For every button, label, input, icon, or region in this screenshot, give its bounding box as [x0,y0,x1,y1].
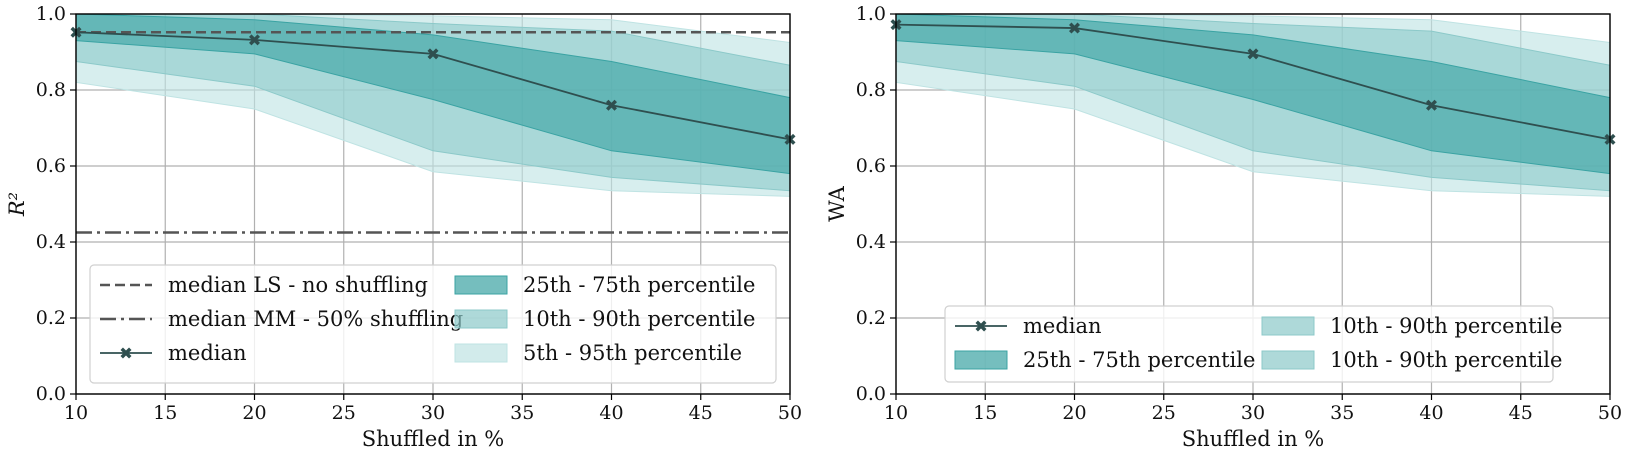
y-axis-label: R² [5,192,29,217]
median-point [1069,22,1080,34]
legend-entry-label: median [168,341,247,365]
legend-entry-label: 10th - 90th percentile [1330,348,1562,372]
y-tick-label: 0.4 [36,231,66,253]
legend-swatch-band [454,343,508,363]
band-25th-area [76,14,790,175]
x-tick-label: 50 [778,402,802,424]
x-tick-label: 35 [510,402,534,424]
y-tick-label: 0.6 [856,155,886,177]
x-tick-label: 30 [1241,402,1265,424]
band-25th-area [896,14,1610,175]
x-tick-label: 10 [64,402,88,424]
legend-box [89,264,777,384]
y-tick-label: 0.2 [856,307,886,329]
y-tick-label: 0.4 [856,231,886,253]
y-tick-label: 0.8 [856,79,886,101]
x-tick-label: 45 [689,402,713,424]
x-axis-label: Shuffled in % [1182,427,1325,451]
y-axis-label: WA [825,185,849,222]
x-tick-label: 40 [599,402,623,424]
x-tick-label: 15 [153,402,177,424]
legend-entry-label: 25th - 75th percentile [1023,348,1255,372]
y-tick-label: 0.0 [36,383,66,405]
median-point [249,34,260,46]
x-tick-label: 10 [884,402,908,424]
x-tick-label: 50 [1598,402,1622,424]
x-axis-label: Shuffled in % [362,427,505,451]
legend-entry-label: 10th - 90th percentile [523,307,755,331]
y-tick-label: 0.6 [36,155,66,177]
median-point [1247,48,1259,60]
y-tick-label: 0.8 [36,79,66,101]
legend-entry-label: median MM - 50% shuffling [168,307,463,331]
x-tick-label: 25 [332,402,356,424]
x-tick-label: 45 [1509,402,1533,424]
legend-entry-label: 25th - 75th percentile [523,273,755,297]
x-tick-label: 20 [242,402,266,424]
x-tick-label: 20 [1062,402,1086,424]
median-point [1426,99,1437,111]
legend-entry-label: median LS - no shuffling [168,273,428,297]
y-tick-label: 1.0 [856,3,886,25]
y-tick-label: 0.0 [856,383,886,405]
y-tick-label: 0.2 [36,307,66,329]
legend: median LS - no shuffling median MM - 50% … [89,264,777,384]
legend-swatch-median-marker [975,320,987,332]
y-tick-label: 1.0 [36,3,66,25]
x-tick-label: 40 [1419,402,1443,424]
x-tick-label: 15 [973,402,997,424]
legend-swatch-band [954,350,1008,370]
legend: median 25th - 75th percentile 10th - 90th … [944,305,1562,383]
median-point [427,48,439,60]
x-tick-label: 30 [421,402,445,424]
r2-panel: 10 15 20 25 30 35 40 45 50 0.0 0.2 0.4 0.6 0.8 1.0 Shuf… [5,3,802,451]
legend-box [944,305,1554,383]
legend-swatch-band [454,275,508,295]
legend-swatch-median-marker [120,347,132,359]
legend-entry-label: 5th - 95th percentile [523,341,742,365]
legend-swatch-band [1261,316,1315,336]
wa-panel: 10 15 20 25 30 35 40 45 50 0.0 0.2 0.4 0.6 0.8 1.0 Shuf… [825,3,1622,451]
legend-entry-label: median [1023,314,1102,338]
x-tick-label: 25 [1152,402,1176,424]
x-tick-label: 35 [1330,402,1354,424]
legend-entry-label: 10th - 90th percentile [1330,314,1562,338]
median-point [606,99,617,111]
legend-swatch-band [454,309,508,329]
legend-swatch-band [1261,350,1315,370]
